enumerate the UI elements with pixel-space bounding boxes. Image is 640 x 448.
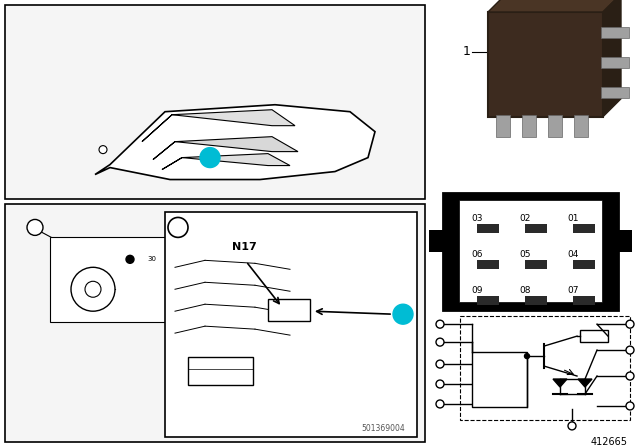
Polygon shape — [603, 0, 621, 116]
Text: 09: 09 — [471, 286, 483, 295]
Circle shape — [126, 255, 134, 263]
Bar — [522, 115, 536, 137]
Text: 1: 1 — [32, 222, 38, 233]
Bar — [477, 224, 499, 233]
Bar — [477, 296, 499, 305]
Text: 02: 02 — [519, 215, 531, 224]
Bar — [460, 316, 630, 420]
Bar — [496, 115, 510, 137]
Bar — [429, 230, 443, 252]
Text: 07: 07 — [567, 286, 579, 295]
Circle shape — [436, 338, 444, 346]
Polygon shape — [578, 379, 592, 387]
Bar — [459, 201, 602, 302]
Circle shape — [626, 402, 634, 410]
Bar — [573, 296, 595, 305]
Bar — [601, 27, 629, 38]
Circle shape — [71, 267, 115, 311]
Bar — [574, 115, 588, 137]
Polygon shape — [162, 154, 290, 169]
Text: 1: 1 — [399, 309, 407, 319]
Text: 412665: 412665 — [591, 437, 628, 447]
Circle shape — [436, 380, 444, 388]
Circle shape — [626, 372, 634, 380]
Circle shape — [436, 400, 444, 408]
Text: 04: 04 — [567, 250, 579, 259]
Circle shape — [626, 320, 634, 328]
Polygon shape — [488, 0, 621, 12]
Text: 01: 01 — [567, 215, 579, 224]
Bar — [525, 224, 547, 233]
Text: 30: 30 — [147, 256, 157, 263]
Bar — [268, 299, 310, 321]
Text: 06: 06 — [471, 250, 483, 259]
Text: 05: 05 — [519, 250, 531, 259]
Bar — [488, 12, 603, 116]
Text: N17: N17 — [232, 242, 257, 252]
Polygon shape — [142, 110, 295, 142]
Bar — [50, 237, 170, 322]
Bar — [165, 212, 417, 437]
Bar — [618, 230, 632, 252]
Circle shape — [99, 146, 107, 154]
Bar — [477, 260, 499, 269]
Circle shape — [626, 346, 634, 354]
Text: 1: 1 — [206, 153, 214, 163]
Circle shape — [436, 360, 444, 368]
Bar — [601, 87, 629, 98]
Circle shape — [85, 281, 101, 297]
Circle shape — [393, 304, 413, 324]
Circle shape — [200, 148, 220, 168]
Bar — [188, 357, 253, 385]
Text: 08: 08 — [519, 286, 531, 295]
Bar — [472, 352, 527, 407]
Bar — [525, 260, 547, 269]
Bar — [573, 224, 595, 233]
Polygon shape — [553, 379, 567, 387]
Bar — [580, 330, 608, 342]
Circle shape — [525, 353, 529, 358]
Bar — [573, 260, 595, 269]
Bar — [525, 296, 547, 305]
Bar — [601, 57, 629, 68]
Text: 1: 1 — [463, 45, 471, 58]
Circle shape — [436, 320, 444, 328]
Bar — [547, 374, 602, 416]
Circle shape — [568, 422, 576, 430]
Bar — [5, 5, 425, 199]
Circle shape — [168, 217, 188, 237]
Text: 501369004: 501369004 — [361, 424, 405, 433]
Polygon shape — [153, 137, 298, 159]
Text: 03: 03 — [471, 215, 483, 224]
Polygon shape — [95, 105, 375, 180]
Bar — [548, 115, 562, 137]
Text: 1: 1 — [175, 222, 182, 233]
Bar — [443, 193, 618, 310]
Circle shape — [27, 220, 43, 235]
Bar — [5, 204, 425, 442]
